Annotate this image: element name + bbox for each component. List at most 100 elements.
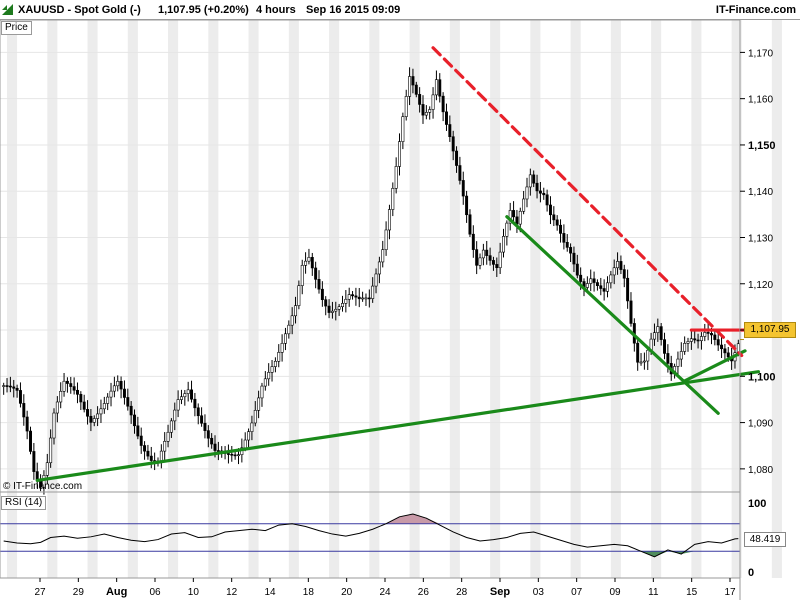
candle-body [689,338,693,342]
candle-body [327,305,331,313]
price-panel-label: Price [1,21,32,35]
candle-body [609,274,613,284]
candle-body [401,116,405,142]
candle-body [116,380,120,387]
candle-body [716,339,720,346]
candle-body [76,389,79,395]
candle-body [384,229,388,250]
day-shade [449,20,460,578]
candle-body [12,386,16,389]
candle-body [646,349,650,362]
last-price-badge: 1,107.95 [744,322,796,338]
candle-body [441,95,445,113]
x-tick-label: 26 [418,587,430,598]
candle-body [699,336,703,341]
candle-body [445,111,448,125]
candle-body [659,326,663,340]
candle-body [404,96,408,117]
candle-body [330,310,334,313]
candle-body [592,278,596,283]
brand-label: IT-Finance.com [715,4,796,16]
candle-body [377,261,381,275]
day-shade [87,20,98,578]
candle-body [65,380,69,384]
candle-body [418,94,422,105]
candle-body [18,390,22,404]
candle-body [451,136,455,152]
day-shade [369,20,380,578]
x-tick-label: 11 [648,587,659,598]
candle-body [461,180,465,197]
candle-body [344,298,348,304]
candle-body [213,443,217,451]
candle-body [626,277,630,302]
x-tick-label: 27 [34,587,46,598]
candle-body [86,409,90,417]
candle-body [361,297,365,300]
candle-body [109,390,113,398]
candle-body [190,389,194,400]
candle-body [542,192,546,196]
candle-body [629,300,633,324]
candle-body [398,141,401,167]
candle-body [5,385,9,387]
candle-body [347,294,351,300]
candle-body [29,430,32,452]
candle-body [287,324,291,335]
candle-body [525,186,529,200]
candle-body [250,422,254,432]
candle-body [579,274,583,282]
candle-body [166,431,170,442]
candle-body [666,353,670,364]
candle-body [683,343,687,352]
copyright-label: © IT-Finance.com [3,481,83,492]
day-shade [691,20,702,578]
candle-body [106,396,110,404]
trend-line [683,349,747,383]
candle-body [260,385,264,399]
rsi-tick-label: 0 [748,567,754,579]
candle-body [243,439,247,449]
candle-body [173,409,177,422]
candle-body [25,416,29,432]
candle-body [324,299,328,307]
interval-label: 4 hours [256,4,296,16]
candle-body [585,283,589,288]
day-shade [651,20,662,578]
candle-body [233,454,237,457]
candle-body [502,236,505,253]
candle-body [310,257,314,269]
day-shade [7,20,18,578]
candle-body [351,294,355,297]
candle-body [619,261,623,270]
candle-body [424,112,428,116]
candle-body [196,407,200,417]
candle-body [616,261,620,269]
symbol-label: XAUUSD - Spot Gold (-) [18,4,141,16]
drawn-lines-layer [35,46,764,483]
candle-body [522,198,526,212]
candle-body [374,273,378,287]
candle-body [354,295,358,298]
candle-body [273,360,277,367]
candle-body [478,257,482,266]
candle-body [270,366,274,373]
candle-body [226,453,230,455]
candle-body [119,380,123,390]
candle-body [421,104,425,116]
candle-body [428,109,432,113]
candle-body [565,242,569,248]
candle-body [89,415,93,423]
candle-body [92,418,96,423]
candle-body [559,224,563,234]
candle-body [15,387,19,391]
candle-body [69,383,73,387]
candle-body [334,308,338,312]
candle-body [562,233,566,243]
chart-up-arrow-icon [2,4,13,15]
candle-body [518,210,522,225]
candle-body [642,360,646,363]
candle-body [528,174,532,188]
candle-body [280,342,284,353]
candle-body [72,386,76,391]
